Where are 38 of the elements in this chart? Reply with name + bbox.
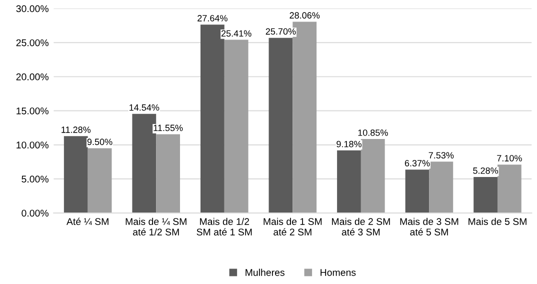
data-label: 11.28% bbox=[62, 126, 91, 133]
data-label: 7.10% bbox=[497, 155, 522, 162]
bar bbox=[429, 162, 454, 213]
bar bbox=[405, 170, 430, 213]
data-label: 25.41% bbox=[221, 30, 252, 37]
data-label: 11.55% bbox=[154, 124, 183, 132]
x-tick-label: Mais de 1/2 SM até 1 SM bbox=[196, 218, 252, 236]
y-tick-label: 30.00% bbox=[16, 5, 48, 12]
data-label: 9.18% bbox=[336, 140, 362, 148]
x-tick-label: Até ¼ SM bbox=[66, 218, 108, 226]
bar bbox=[224, 40, 248, 213]
x-tick-label: Mais de 3 SM até 5 SM bbox=[400, 218, 458, 236]
y-tick-label: 15.00% bbox=[16, 107, 48, 114]
y-tick-label: 25.00% bbox=[16, 39, 48, 46]
data-label: 28.06% bbox=[290, 12, 320, 19]
bar bbox=[474, 177, 498, 213]
data-label: 27.64% bbox=[198, 15, 228, 22]
y-tick-label: 0.00% bbox=[22, 210, 48, 217]
legend-label: Homens bbox=[320, 269, 356, 276]
data-label: 25.70% bbox=[266, 28, 296, 35]
y-tick-label: 5.00% bbox=[22, 176, 48, 183]
bar bbox=[268, 38, 293, 213]
data-label: 6.37% bbox=[404, 160, 430, 166]
data-label: 7.53% bbox=[428, 152, 454, 158]
bar bbox=[156, 134, 180, 213]
legend-label: Mulheres bbox=[246, 268, 284, 276]
bar bbox=[337, 150, 361, 213]
x-tick-label: Mais de 1 SM até 2 SM bbox=[264, 218, 322, 236]
x-tick-label: Mais de 2 SM até 3 SM bbox=[332, 218, 390, 236]
y-tick-label: 20.00% bbox=[16, 73, 48, 80]
data-label: 5.28% bbox=[473, 167, 498, 174]
x-tick-label: Mais de ¼ SM até 1/2 SM bbox=[126, 218, 186, 236]
bar bbox=[88, 148, 112, 213]
data-label: 10.85% bbox=[358, 129, 388, 136]
data-label: 14.54% bbox=[130, 104, 160, 111]
y-tick-label: 10.00% bbox=[16, 142, 48, 148]
data-label: 9.50% bbox=[87, 138, 112, 146]
x-tick-label: Mais de 5 SM bbox=[468, 218, 526, 225]
